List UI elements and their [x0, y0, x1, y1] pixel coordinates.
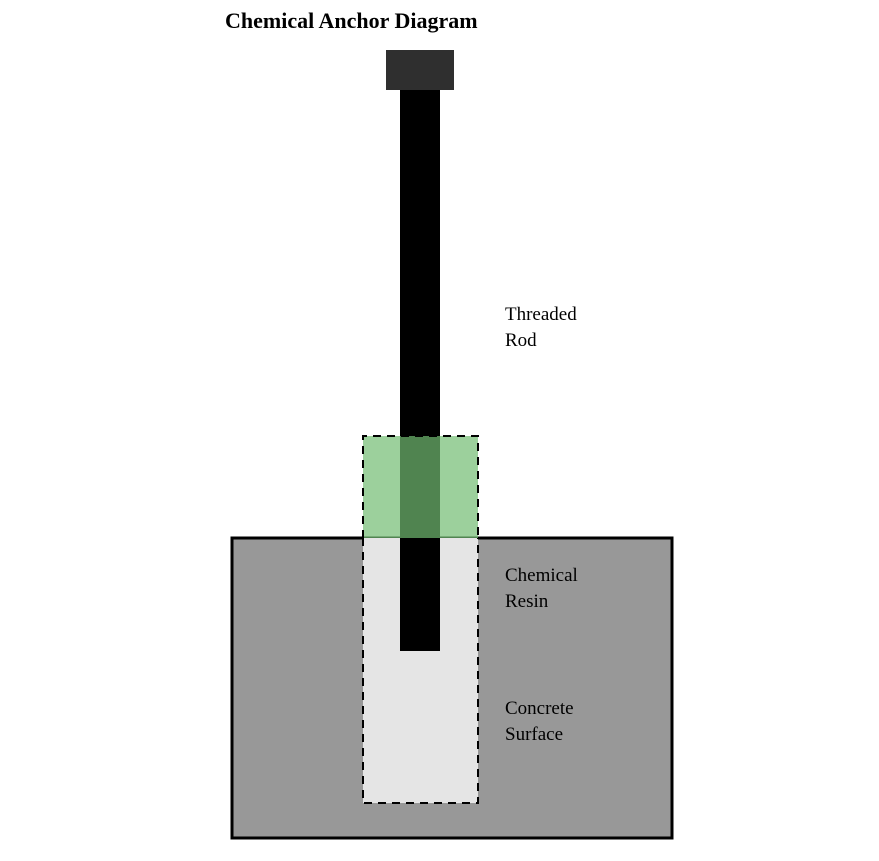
diagram-title: Chemical Anchor Diagram — [225, 8, 478, 34]
chemical-resin-label: ChemicalResin — [505, 563, 578, 614]
concrete-surface-label: ConcreteSurface — [505, 696, 574, 747]
anchor-diagram-svg — [0, 0, 879, 861]
threaded-rod-label: ThreadedRod — [505, 302, 577, 353]
